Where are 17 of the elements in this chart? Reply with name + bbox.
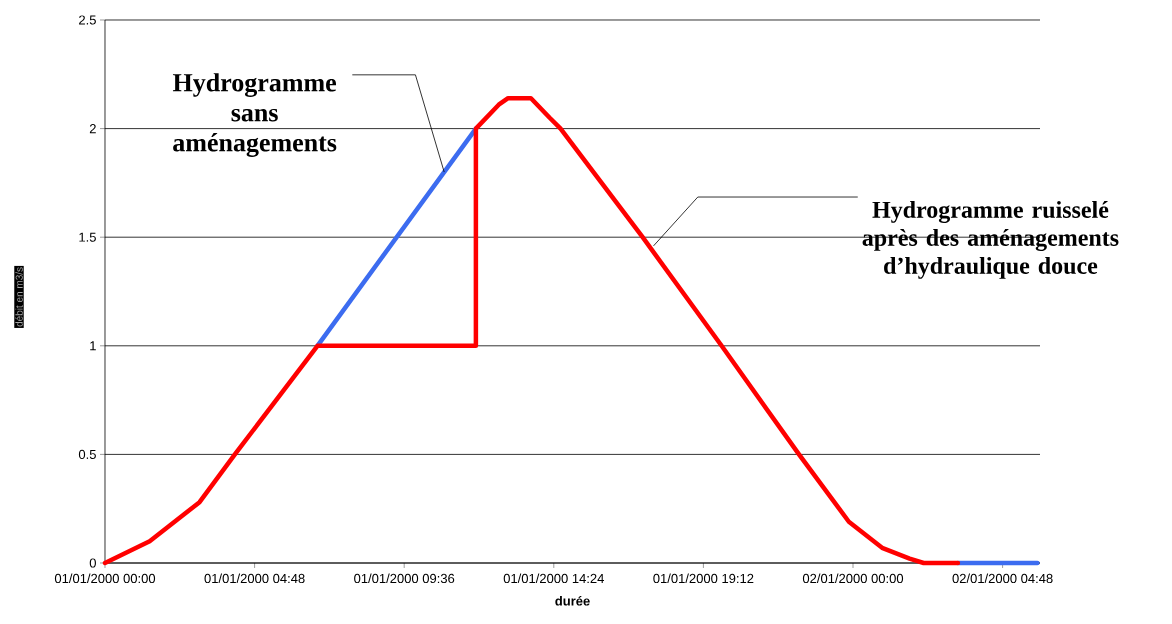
annotation: Hydrogramme sans aménagements [172, 73, 337, 157]
y-tick-label: 1.5 [79, 232, 96, 242]
annotation: Hydrogramme ruisselé après des aménagements d’hydraulique douce [862, 200, 1119, 279]
y-tick-label: 1 [90, 341, 96, 351]
x-tick-label: 02/01/2000 00:00 [802, 573, 904, 584]
y-tick-label: 0.5 [78, 449, 96, 459]
x-tick-label: 01/01/2000 09:36 [354, 573, 455, 584]
x-tick-label: 02/01/2000 04:48 [952, 573, 1053, 584]
y-tick-label: 0 [89, 558, 96, 568]
x-tick-label: 01/01/2000 04:48 [204, 573, 305, 584]
x-tick-label: 01/01/2000 14:24 [503, 573, 604, 584]
x-tick-label: 01/01/2000 00:00 [54, 573, 156, 584]
y-axis-title: débit en m3/s [15, 267, 23, 327]
x-tick-label: 01/01/2000 19:12 [653, 573, 754, 584]
y-tick-label: 2.5 [79, 15, 96, 25]
x-axis-title: durée [555, 595, 590, 606]
y-tick-label: 2 [89, 124, 96, 134]
